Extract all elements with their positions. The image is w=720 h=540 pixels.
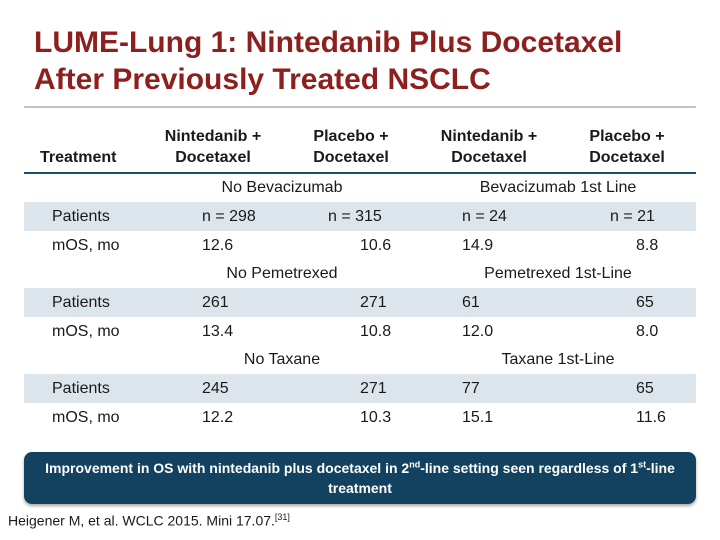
cell-value: 261 bbox=[144, 288, 282, 317]
table-row-mos: mOS, mo 13.4 10.8 12.0 8.0 bbox=[24, 317, 696, 346]
header-line: Nintedanib + bbox=[164, 128, 262, 145]
header-line: Docetaxel bbox=[313, 149, 389, 166]
cell-value: 245 bbox=[144, 374, 282, 403]
header-treatment: Treatment bbox=[40, 149, 117, 166]
header-placebo-docetaxel-2: Placebo + Docetaxel bbox=[558, 112, 696, 173]
callout-part: -line setting seen regardless of 1 bbox=[420, 460, 639, 476]
cell-value: 8.0 bbox=[636, 322, 659, 340]
cell-value: n = 21 bbox=[558, 202, 696, 231]
table-row-mos: mOS, mo 12.2 10.3 15.1 11.6 bbox=[24, 403, 696, 432]
group-label-right: Pemetrexed 1st-Line bbox=[484, 265, 632, 282]
cell-value: 8.8 bbox=[636, 236, 659, 254]
header-line: Nintedanib + bbox=[440, 128, 538, 145]
header-line: Docetaxel bbox=[175, 149, 251, 166]
header-nintedanib-docetaxel-2: Nintedanib + Docetaxel bbox=[420, 112, 558, 173]
cell-value: 12.2 bbox=[202, 408, 234, 426]
callout-part: -line treatment bbox=[328, 460, 675, 496]
header-line: Docetaxel bbox=[589, 149, 665, 166]
cell-value: 271 bbox=[282, 374, 420, 403]
header-line: Docetaxel bbox=[451, 149, 527, 166]
row-label: mOS, mo bbox=[52, 322, 120, 340]
group-label-left: No Pemetrexed bbox=[226, 265, 338, 282]
group-row-bevacizumab: No Bevacizumab Bevacizumab 1st Line bbox=[24, 174, 696, 202]
group-row-taxane: No Taxane Taxane 1st-Line bbox=[24, 346, 696, 374]
cell-value: 12.0 bbox=[462, 322, 494, 340]
row-label: Patients bbox=[24, 202, 144, 231]
citation: Heigener M, et al. WCLC 2015. Mini 17.07… bbox=[8, 512, 290, 529]
cell-value: 14.9 bbox=[462, 236, 494, 254]
cell-value: n = 24 bbox=[420, 202, 558, 231]
citation-text: Heigener M, et al. WCLC 2015. Mini 17.07… bbox=[8, 512, 275, 529]
header-nintedanib-docetaxel-1: Nintedanib + Docetaxel bbox=[144, 112, 282, 173]
results-table: Treatment Nintedanib + Docetaxel Placebo… bbox=[24, 112, 696, 432]
key-finding-callout: Improvement in OS with nintedanib plus d… bbox=[24, 452, 696, 504]
callout-part: Improvement in OS with nintedanib plus d… bbox=[45, 460, 410, 476]
table-row-patients: Patients 261 271 61 65 bbox=[24, 288, 696, 317]
cell-value: 10.6 bbox=[360, 236, 392, 254]
cell-value: 65 bbox=[558, 288, 696, 317]
table-row-mos: mOS, mo 12.6 10.6 14.9 8.8 bbox=[24, 231, 696, 260]
callout-superscript: st bbox=[638, 459, 647, 470]
callout-superscript: nd bbox=[409, 459, 421, 470]
group-label-right: Taxane 1st-Line bbox=[501, 351, 615, 368]
title-line-1: LUME-Lung 1: Nintedanib Plus Docetaxel bbox=[34, 26, 623, 59]
row-label: mOS, mo bbox=[52, 236, 120, 254]
citation-ref: [31] bbox=[274, 512, 290, 522]
cell-value: 11.6 bbox=[636, 408, 666, 426]
table-row-patients: Patients n = 298 n = 315 n = 24 n = 21 bbox=[24, 202, 696, 231]
cell-value: 65 bbox=[558, 374, 696, 403]
row-label: Patients bbox=[24, 374, 144, 403]
cell-value: 10.8 bbox=[360, 322, 392, 340]
header-line: Placebo + bbox=[313, 128, 389, 145]
cell-value: n = 315 bbox=[282, 202, 420, 231]
group-label-right: Bevacizumab 1st Line bbox=[479, 179, 637, 196]
group-row-pemetrexed: No Pemetrexed Pemetrexed 1st-Line bbox=[24, 260, 696, 288]
header-placebo-docetaxel-1: Placebo + Docetaxel bbox=[282, 112, 420, 173]
row-label: Patients bbox=[24, 288, 144, 317]
cell-value: 61 bbox=[420, 288, 558, 317]
cell-value: 13.4 bbox=[202, 322, 234, 340]
top-divider bbox=[24, 106, 696, 108]
cell-value: 15.1 bbox=[462, 408, 494, 426]
cell-value: n = 298 bbox=[144, 202, 282, 231]
group-label-left: No Taxane bbox=[243, 351, 321, 368]
table-header-row: Treatment Nintedanib + Docetaxel Placebo… bbox=[24, 112, 696, 173]
table-row-patients: Patients 245 271 77 65 bbox=[24, 374, 696, 403]
cell-value: 271 bbox=[282, 288, 420, 317]
cell-value: 10.3 bbox=[360, 408, 392, 426]
cell-value: 12.6 bbox=[202, 236, 234, 254]
row-label: mOS, mo bbox=[52, 408, 120, 426]
callout-text: Improvement in OS with nintedanib plus d… bbox=[40, 458, 680, 498]
cell-value: 77 bbox=[420, 374, 558, 403]
header-line: Placebo + bbox=[589, 128, 665, 145]
group-label-left: No Bevacizumab bbox=[221, 179, 343, 196]
title-line-2: After Previously Treated NSCLC bbox=[34, 63, 491, 96]
slide-title: LUME-Lung 1: Nintedanib Plus Docetaxel A… bbox=[34, 24, 694, 98]
